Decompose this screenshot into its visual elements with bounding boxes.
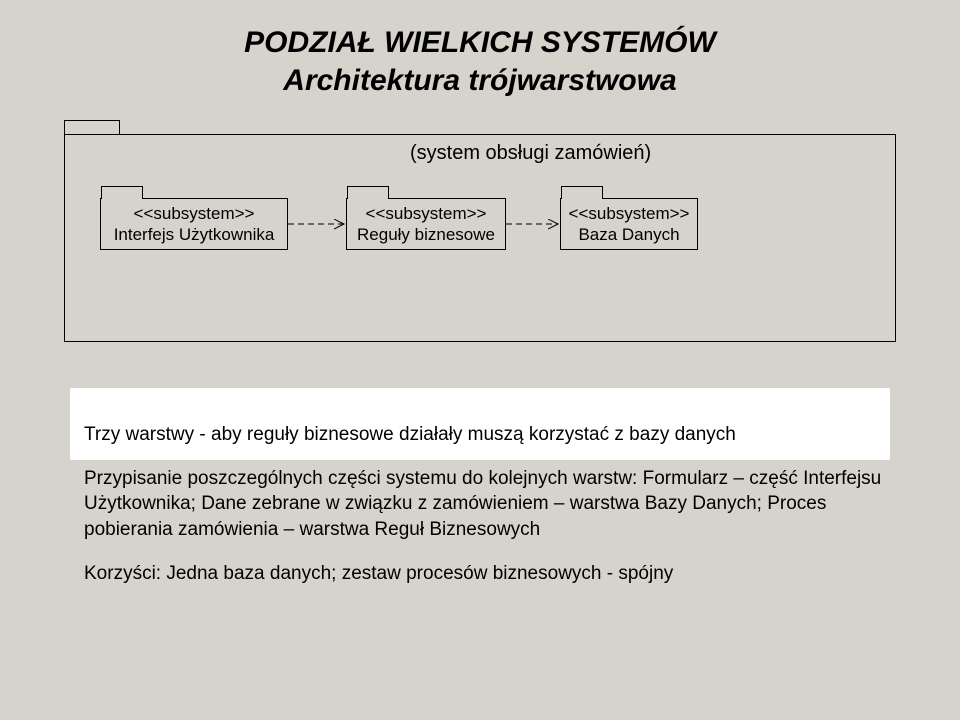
- outer-package-tab: [64, 120, 120, 134]
- subsystem-tab: [101, 186, 143, 199]
- title-line2: Architektura trójwarstwowa: [0, 62, 960, 100]
- subsystem-interface-user: <<subsystem>> Interfejs Użytkownika: [100, 198, 288, 250]
- stereotype: <<subsystem>>: [561, 203, 697, 224]
- subsystem-tab: [561, 186, 603, 199]
- subsystem-name: Reguły biznesowe: [347, 224, 505, 245]
- dependency-arrows: [0, 0, 960, 720]
- title-line1: PODZIAŁ WIELKICH SYSTEMÓW: [0, 24, 960, 62]
- subsystem-business-rules: <<subsystem>> Reguły biznesowe: [346, 198, 506, 250]
- subsystem-tab: [347, 186, 389, 199]
- subsystem-name: Interfejs Użytkownika: [101, 224, 287, 245]
- stereotype: <<subsystem>>: [347, 203, 505, 224]
- page-title: PODZIAŁ WIELKICH SYSTEMÓW Architektura t…: [0, 0, 960, 99]
- text-line3: Korzyści: Jedna baza danych; zestaw proc…: [84, 561, 884, 587]
- subsystem-database: <<subsystem>> Baza Danych: [560, 198, 698, 250]
- stereotype: <<subsystem>>: [101, 203, 287, 224]
- subsystem-name: Baza Danych: [561, 224, 697, 245]
- text-line1: Trzy warstwy - aby reguły biznesowe dzia…: [84, 422, 884, 448]
- text-para2: Przypisanie poszczególnych części system…: [84, 466, 884, 543]
- system-subtitle: (system obsługi zamówień): [410, 142, 651, 165]
- body-text: Trzy warstwy - aby reguły biznesowe dzia…: [84, 422, 884, 586]
